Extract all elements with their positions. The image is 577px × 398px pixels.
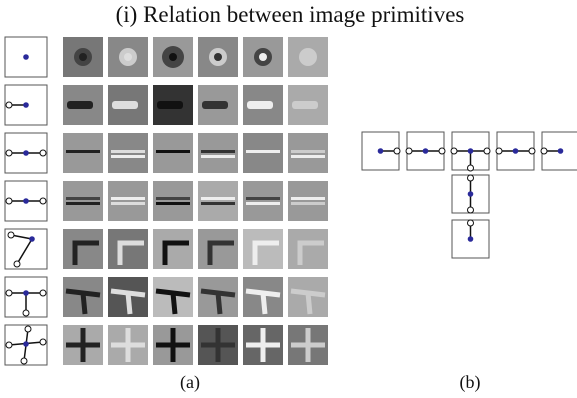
patch-shape — [291, 150, 325, 153]
patch-shape — [201, 155, 235, 158]
icon-end — [468, 220, 474, 226]
patch-shape — [201, 150, 235, 153]
icon-dot — [468, 148, 474, 154]
patch-shape — [111, 155, 145, 158]
icon-end — [40, 198, 46, 204]
icon-end — [468, 165, 474, 171]
icon-end — [451, 148, 457, 154]
icon-end — [484, 148, 490, 154]
icon-dot — [23, 290, 29, 296]
icon-dot — [468, 191, 474, 197]
icon-end — [23, 310, 29, 316]
figure-title: (i) Relation between image primitives — [116, 2, 465, 27]
patch — [63, 181, 103, 221]
icon-dot — [423, 148, 429, 154]
icon-end — [439, 148, 445, 154]
patch-shape — [291, 202, 325, 205]
icon-end — [541, 148, 547, 154]
icon-dot — [558, 148, 564, 154]
icon-dot — [23, 54, 29, 60]
figure: (i) Relation between image primitives (a… — [0, 0, 577, 398]
icon-end — [25, 326, 31, 332]
icon-end — [40, 290, 46, 296]
icon-dot — [23, 102, 29, 108]
patch-shape — [156, 197, 190, 200]
icon-end — [8, 232, 14, 238]
patch-shape — [201, 202, 235, 205]
page: (i) Relation between image primitives (a… — [0, 0, 577, 398]
icon-end — [529, 148, 535, 154]
patch-shape — [201, 197, 235, 200]
patch-shape — [111, 197, 145, 200]
icon-end — [6, 342, 12, 348]
patch — [198, 229, 238, 269]
icon-end — [6, 290, 12, 296]
patch-shape — [202, 101, 228, 109]
patch-shape — [111, 202, 145, 205]
patch — [153, 229, 193, 269]
patch-shape — [169, 53, 177, 61]
patch — [243, 181, 283, 221]
icon-end — [468, 175, 474, 181]
patch — [198, 181, 238, 221]
patch — [243, 229, 283, 269]
patch-shape — [66, 150, 100, 153]
patch-shape — [157, 101, 183, 109]
patch-shape — [79, 53, 87, 61]
caption-a: (a) — [180, 372, 200, 393]
icon-end — [394, 148, 400, 154]
icon-dot — [513, 148, 519, 154]
icon-dot — [23, 198, 29, 204]
patch-shape — [246, 150, 280, 153]
patch-shape — [246, 197, 280, 200]
patch-shape — [156, 150, 190, 153]
icon-dot — [23, 341, 29, 347]
patch-shape — [291, 155, 325, 158]
patch-shape — [111, 150, 145, 153]
patch — [288, 181, 328, 221]
icon-dot — [23, 150, 29, 156]
illustrations — [5, 37, 577, 365]
patch-shape — [214, 53, 222, 61]
icon-dot — [378, 148, 384, 154]
patch — [63, 229, 103, 269]
icon-end — [40, 150, 46, 156]
patch — [288, 229, 328, 269]
patch-shape — [259, 53, 267, 61]
patch-shape — [112, 101, 138, 109]
patch-shape — [292, 101, 318, 109]
patch-shape — [247, 101, 273, 109]
icon-end — [406, 148, 412, 154]
icon-end — [6, 150, 12, 156]
icon-end — [6, 102, 12, 108]
icon-end — [468, 207, 474, 213]
patch-shape — [156, 202, 190, 205]
patch — [108, 181, 148, 221]
patch — [153, 181, 193, 221]
caption-b: (b) — [460, 372, 481, 393]
patch-shape — [246, 202, 280, 205]
patch — [108, 229, 148, 269]
patch-shape — [304, 53, 312, 61]
icon-end — [6, 198, 12, 204]
icon-end — [496, 148, 502, 154]
patch-shape — [291, 197, 325, 200]
icon-end — [21, 358, 27, 364]
icon-end — [14, 261, 20, 267]
patch-shape — [66, 197, 100, 200]
icon-end — [40, 339, 46, 345]
patch-shape — [67, 101, 93, 109]
icon-dot — [29, 236, 35, 242]
patch-shape — [124, 53, 132, 61]
icon-dot — [468, 236, 474, 242]
patch-shape — [66, 202, 100, 205]
